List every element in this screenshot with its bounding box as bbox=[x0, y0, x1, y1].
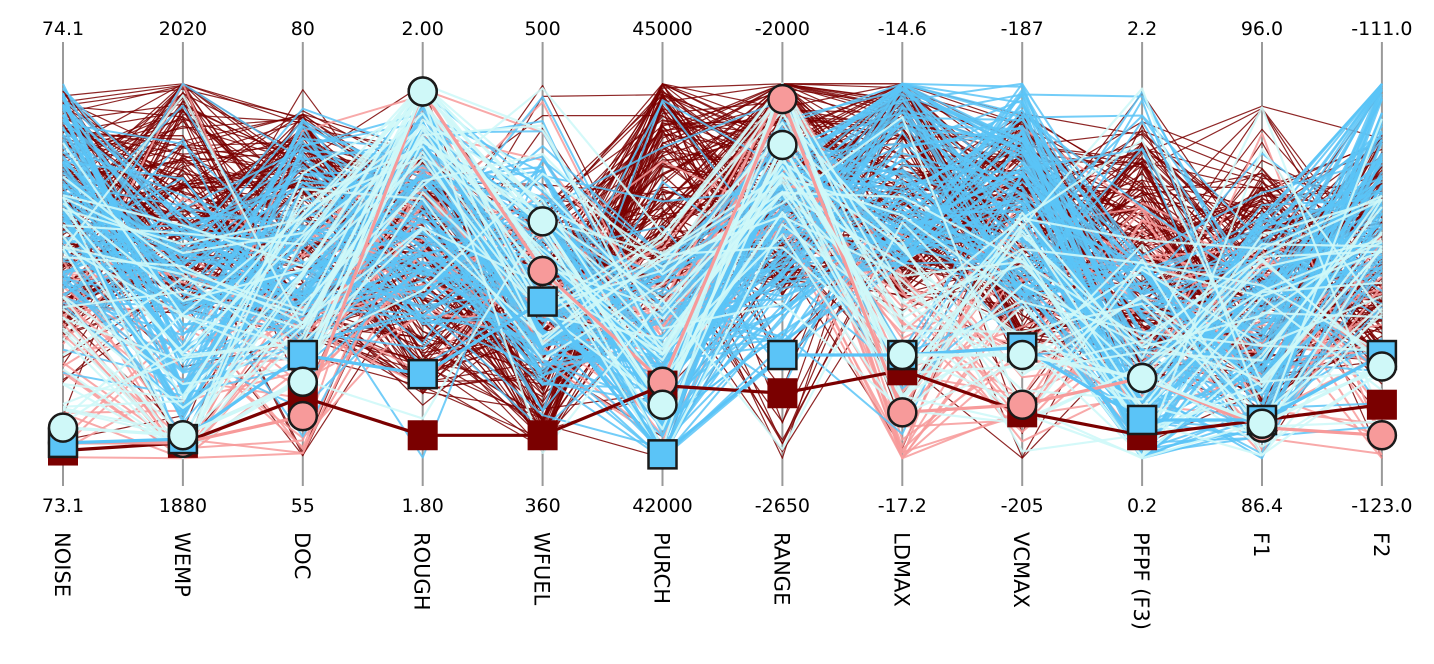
background-line-light-cyan bbox=[62, 87, 1383, 460]
marker-4-f1 bbox=[1246, 408, 1278, 440]
marker-4-wfuel bbox=[527, 206, 558, 237]
marker-3-pfpf-f3- bbox=[1126, 404, 1158, 436]
marker-2-doc bbox=[287, 400, 319, 432]
background-line-light-cyan bbox=[62, 82, 1383, 425]
axis-name-f1: F1 bbox=[1249, 532, 1273, 557]
background-line-light-cyan bbox=[62, 82, 1383, 420]
marker-2-ldmax bbox=[887, 397, 918, 428]
marker-4-f2 bbox=[1366, 351, 1398, 382]
axis-max-vcmax: -187 bbox=[1001, 18, 1044, 40]
marker-2-range bbox=[767, 83, 798, 115]
marker-4-range bbox=[767, 129, 798, 161]
marker-4-rough bbox=[407, 76, 438, 107]
axis-max-doc: 80 bbox=[291, 18, 315, 40]
background-polylines bbox=[62, 82, 1383, 460]
axis-min-range: -2650 bbox=[755, 495, 810, 517]
marker-4-vcmax bbox=[1006, 339, 1038, 371]
highlighted-polylines bbox=[62, 89, 1383, 456]
axis-min-f2: -123.0 bbox=[1351, 495, 1412, 517]
marker-3-wfuel bbox=[527, 286, 558, 317]
marker-1-range bbox=[767, 378, 798, 409]
axis-name-doc: DOC bbox=[290, 532, 314, 579]
highlighted-line-1 bbox=[62, 368, 1383, 453]
axis-max-wfuel: 500 bbox=[524, 18, 560, 40]
axis-name-vcmax: VCMAX bbox=[1009, 532, 1033, 608]
background-line-light-cyan bbox=[62, 99, 1383, 460]
axis-min-vcmax: -205 bbox=[1001, 495, 1044, 517]
axis-name-f2: F2 bbox=[1369, 532, 1393, 557]
axis-min-doc: 55 bbox=[291, 495, 315, 517]
background-line-blue bbox=[62, 82, 1383, 453]
axis-min-wemp: 1880 bbox=[159, 495, 207, 517]
axis-min-wfuel: 360 bbox=[524, 495, 560, 517]
marker-2-vcmax bbox=[1006, 389, 1038, 420]
marker-4-wemp bbox=[167, 420, 199, 451]
background-line-light-cyan bbox=[62, 134, 1382, 453]
highlighted-line-4 bbox=[62, 89, 1383, 437]
background-line-blue bbox=[62, 99, 1383, 309]
marker-4-pfpf-f3- bbox=[1126, 362, 1158, 394]
background-line-light-cyan bbox=[62, 94, 1383, 436]
axis-name-rough: ROUGH bbox=[410, 532, 434, 611]
axis-min-ldmax: -17.2 bbox=[878, 495, 927, 517]
axis-name-purch: PURCH bbox=[650, 532, 674, 604]
marker-1-rough bbox=[407, 420, 438, 451]
axis-max-range: -2000 bbox=[755, 18, 810, 40]
background-line-light-cyan bbox=[62, 94, 1383, 453]
axis-max-f1: 96.0 bbox=[1241, 18, 1283, 40]
axis-max-rough: 2.00 bbox=[402, 18, 444, 40]
background-line-blue bbox=[62, 107, 1383, 389]
axis-name-range: RANGE bbox=[769, 532, 793, 605]
axis-max-ldmax: -14.6 bbox=[878, 18, 927, 40]
marker-1-f2 bbox=[1366, 389, 1397, 420]
background-line-light-cyan bbox=[62, 102, 1383, 456]
axis-min-rough: 1.80 bbox=[402, 495, 444, 517]
axis-min-purch: 42000 bbox=[632, 495, 692, 517]
background-line-light-cyan bbox=[62, 82, 1383, 458]
axis-max-purch: 45000 bbox=[632, 18, 692, 40]
background-line-dark-red bbox=[62, 119, 1383, 411]
axis-min-pfpf-f3-: 0.2 bbox=[1127, 495, 1157, 517]
axis-max-f2: -111.0 bbox=[1351, 18, 1412, 40]
axis-min-noise: 73.1 bbox=[42, 495, 84, 517]
axis-max-pfpf-f3-: 2.2 bbox=[1127, 18, 1157, 40]
marker-4-purch bbox=[647, 389, 678, 420]
axis-name-noise: NOISE bbox=[50, 532, 74, 597]
marker-3-rough bbox=[407, 358, 438, 390]
highlighted-line-3 bbox=[62, 300, 1383, 456]
marker-3-doc bbox=[287, 339, 319, 371]
solution-markers bbox=[47, 76, 1398, 470]
axis-name-ldmax: LDMAX bbox=[889, 532, 913, 607]
axis-min-f1: 86.4 bbox=[1241, 495, 1283, 517]
marker-4-noise bbox=[47, 412, 79, 443]
marker-3-purch bbox=[647, 439, 678, 470]
background-line-light-cyan bbox=[62, 136, 1383, 409]
axis-max-noise: 74.1 bbox=[42, 18, 84, 40]
marker-3-range bbox=[767, 339, 798, 371]
background-line-light-cyan bbox=[62, 137, 1383, 435]
axis-max-wemp: 2020 bbox=[159, 18, 207, 40]
background-line-light-cyan bbox=[62, 139, 1383, 384]
background-line-light-cyan bbox=[62, 82, 1382, 400]
marker-1-wfuel bbox=[527, 420, 558, 451]
axis-name-wemp: WEMP bbox=[170, 532, 194, 597]
axis-labels: 74.1 73.1 NOISE 2020 1880 WEMP 80 55 DOC 2.00 1.80… bbox=[42, 18, 1413, 630]
marker-2-wfuel bbox=[527, 255, 558, 287]
marker-4-ldmax bbox=[887, 339, 918, 371]
axis-name-pfpf-f3-: PFPF (F3) bbox=[1129, 532, 1153, 630]
background-line-blue bbox=[62, 118, 1383, 435]
marker-4-doc bbox=[287, 366, 319, 398]
background-line-light-cyan bbox=[62, 159, 1382, 413]
axis-name-wfuel: WFUEL bbox=[530, 532, 554, 605]
marker-2-f2 bbox=[1366, 420, 1398, 451]
